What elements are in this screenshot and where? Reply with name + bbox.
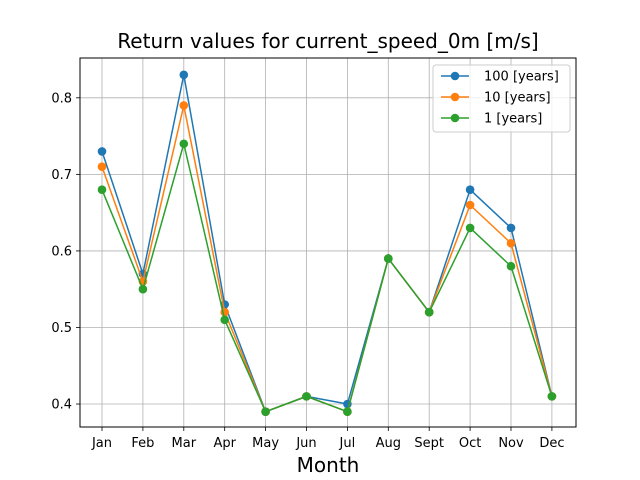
x-tick-label: Jun xyxy=(295,436,316,451)
series-line xyxy=(101,142,553,413)
data-point xyxy=(465,200,475,210)
x-axis-ticks: Jan Feb Mar Apr May Jun Jul Aug Sept Oct Nov Dec xyxy=(91,427,564,451)
series-2 xyxy=(97,101,557,416)
data-point xyxy=(97,147,107,156)
data-point xyxy=(179,101,189,110)
legend: 100 [years] 10 [years] 1 [years] xyxy=(432,64,571,133)
x-tick-label: Jul xyxy=(339,436,356,451)
data-point xyxy=(506,223,516,233)
data-point xyxy=(465,223,475,233)
data-point xyxy=(506,238,516,248)
series-layer xyxy=(97,70,557,416)
legend-label: 1 [years] xyxy=(484,112,542,127)
data-point xyxy=(506,261,516,271)
data-point xyxy=(302,392,311,401)
data-point xyxy=(384,254,393,263)
data-point xyxy=(220,315,229,325)
data-point xyxy=(261,407,270,416)
data-point xyxy=(424,307,434,317)
data-point xyxy=(179,70,189,80)
x-tick-label: Nov xyxy=(498,436,524,451)
y-axis-ticks: 0.4 0.5 0.6 0.7 0.8 xyxy=(51,91,80,413)
legend-box xyxy=(432,64,571,133)
legend-marker xyxy=(450,71,460,81)
data-point xyxy=(465,185,475,194)
legend-label: 100 [years] xyxy=(484,70,559,85)
x-tick-label: May xyxy=(252,436,279,451)
legend-marker xyxy=(450,113,460,123)
series-line xyxy=(101,74,553,413)
data-point xyxy=(97,185,107,194)
data-point xyxy=(97,162,107,172)
plot-frame xyxy=(79,57,577,428)
legend-marker xyxy=(450,92,460,102)
legend-label: 10 [years] xyxy=(484,91,551,106)
series-3 xyxy=(97,139,557,416)
x-tick-label: Sept xyxy=(414,436,444,451)
series-line xyxy=(101,104,553,413)
y-tick-label: 0.4 xyxy=(51,398,72,413)
x-tick-label: Aug xyxy=(376,436,401,451)
data-point xyxy=(179,139,189,149)
y-tick-label: 0.8 xyxy=(51,91,72,106)
chart-title: Return values for current_speed_0m [m/s] xyxy=(117,29,538,53)
y-tick-label: 0.6 xyxy=(51,244,72,259)
x-tick-label: Jan xyxy=(91,436,112,451)
x-tick-label: Feb xyxy=(131,436,154,451)
data-point xyxy=(138,284,148,294)
y-tick-label: 0.7 xyxy=(51,168,72,183)
x-tick-label: Dec xyxy=(539,436,564,451)
x-axis-label: Month xyxy=(297,453,360,477)
y-tick-label: 0.5 xyxy=(51,321,72,336)
x-tick-label: Mar xyxy=(172,436,197,451)
data-point xyxy=(343,407,352,416)
x-tick-label: Oct xyxy=(459,436,481,451)
data-point xyxy=(547,392,557,401)
x-tick-label: Apr xyxy=(213,436,236,451)
